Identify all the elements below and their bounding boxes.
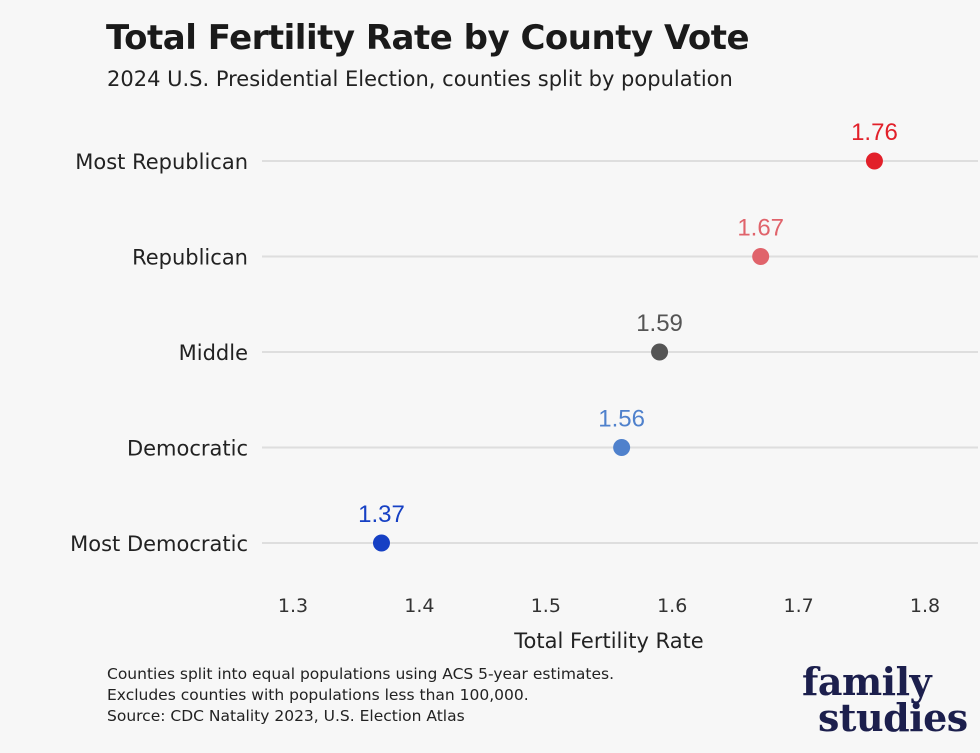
category-label: Middle [179, 341, 248, 365]
category-label: Democratic [127, 437, 248, 461]
data-label: 1.67 [737, 215, 784, 242]
data-point [651, 343, 669, 361]
dot-plot: Most Republican 1.76 Republican 1.67 Middle 1… [70, 119, 978, 653]
chart-title: Total Fertility Rate by County Vote [106, 18, 750, 58]
chart-subtitle: 2024 U.S. Presidential Election, countie… [107, 67, 733, 91]
x-tick-label: 1.8 [910, 595, 940, 617]
x-tick-label: 1.5 [531, 595, 561, 617]
x-tick-label: 1.4 [404, 595, 434, 617]
logo-line-studies: studies [818, 695, 968, 740]
family-studies-logo: family studies [802, 659, 968, 740]
data-label: 1.76 [851, 119, 898, 146]
x-tick-label: 1.6 [657, 595, 687, 617]
data-point [865, 152, 883, 170]
category-label: Republican [132, 246, 248, 270]
data-point [752, 248, 770, 265]
footnote-line: Excludes counties with populations less … [107, 686, 529, 704]
data-point [372, 534, 390, 552]
data-label: 1.37 [358, 501, 405, 528]
footnote: Counties split into equal populations us… [107, 664, 614, 727]
data-label: 1.56 [598, 406, 645, 433]
data-label: 1.59 [636, 310, 683, 337]
x-tick-label: 1.7 [783, 595, 813, 617]
logo-line-family: family [802, 659, 932, 704]
data-point [613, 439, 631, 456]
category-label: Most Republican [75, 150, 248, 174]
source-note: Source: CDC Natality 2023, U.S. Election… [107, 707, 465, 725]
category-label: Most Democratic [70, 532, 248, 556]
footnote-line: Counties split into equal populations us… [107, 665, 615, 683]
x-axis-label: Total Fertility Rate [513, 629, 703, 653]
x-tick-label: 1.3 [278, 595, 308, 617]
